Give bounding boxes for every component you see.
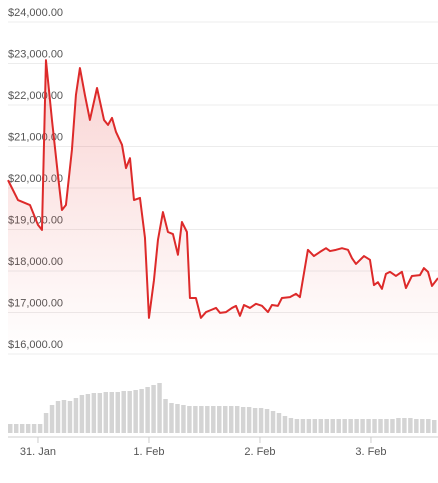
- y-tick-label: $24,000.00: [8, 7, 63, 19]
- price-line: [7, 59, 438, 319]
- volume-bar: [187, 406, 192, 433]
- volume-bar: [25, 424, 31, 433]
- volume-bar: [396, 418, 401, 433]
- volume-bar: [402, 418, 407, 433]
- volume-bar: [169, 403, 174, 433]
- volume-bar: [414, 419, 419, 433]
- volume-bar: [426, 419, 431, 433]
- volume-bar: [133, 390, 138, 433]
- volume-bar: [37, 424, 43, 433]
- volume-bar: [276, 413, 282, 433]
- volume-bar: [55, 401, 61, 433]
- volume-bar: [217, 406, 222, 433]
- volume-bar: [282, 416, 288, 433]
- volume-bar: [354, 419, 359, 433]
- volume-bar: [378, 419, 383, 433]
- volume-bar: [312, 419, 318, 433]
- volume-bar: [91, 393, 97, 433]
- volume-bar: [199, 406, 204, 433]
- volume-bar: [258, 408, 264, 433]
- volume-bar: [288, 418, 294, 433]
- area-fill: [8, 60, 438, 355]
- volume-bar: [61, 400, 67, 433]
- volume-bar: [97, 393, 103, 433]
- volume-bar: [73, 398, 79, 433]
- volume-bar: [145, 387, 150, 433]
- volume-bar: [151, 385, 156, 433]
- volume-bar: [318, 419, 324, 433]
- volume-bar: [360, 419, 365, 433]
- volume-bar: [228, 406, 234, 433]
- volume-bar: [157, 383, 162, 433]
- volume-bar: [342, 419, 347, 433]
- volume-bar: [127, 391, 132, 433]
- volume-bar: [109, 392, 114, 433]
- volume-bar: [211, 406, 216, 433]
- volume-bar: [252, 408, 258, 433]
- volume-bar: [205, 406, 210, 433]
- volume-bar: [181, 405, 186, 433]
- x-tick-label: 3. Feb: [355, 446, 386, 458]
- volume-bar: [348, 419, 353, 433]
- volume-bar: [330, 419, 335, 433]
- volume-bar: [372, 419, 377, 433]
- volume-bar: [223, 406, 228, 433]
- y-tick-label: $22,000.00: [8, 90, 63, 102]
- volume-bar: [79, 395, 85, 433]
- volume-bar: [294, 419, 300, 433]
- volume-bar: [300, 419, 306, 433]
- volume-bar: [115, 392, 120, 433]
- volume-bar: [139, 389, 144, 433]
- x-tick-label: 2. Feb: [244, 446, 275, 458]
- volume-bar: [336, 419, 341, 433]
- volume-bar: [324, 419, 329, 433]
- volume-bar: [31, 424, 37, 433]
- volume-bar: [67, 401, 73, 433]
- volume-bar: [43, 413, 49, 433]
- volume-bar: [246, 407, 252, 433]
- volume-bar: [234, 406, 240, 433]
- volume-bar: [193, 406, 198, 433]
- volume-bar: [103, 392, 109, 433]
- volume-bar: [390, 419, 395, 433]
- volume-bar: [240, 407, 246, 433]
- volume-bar: [19, 424, 25, 433]
- volume-bar: [306, 419, 312, 433]
- volume-bar: [13, 424, 19, 433]
- y-tick-label: $23,000.00: [8, 49, 63, 61]
- volume-bar: [49, 405, 55, 433]
- volume-bar: [366, 419, 371, 433]
- volume-bar: [384, 419, 389, 433]
- volume-bar: [8, 424, 13, 433]
- volume-bar: [121, 391, 126, 433]
- volume-bar: [264, 409, 270, 433]
- volume-bar: [175, 404, 180, 433]
- x-tick-label: 31. Jan: [20, 446, 56, 458]
- volume-bar: [408, 418, 413, 433]
- volume-bar: [85, 394, 91, 433]
- volume-bar: [163, 399, 168, 433]
- volume-bar: [420, 419, 425, 433]
- volume-bar: [270, 411, 276, 433]
- volume-bar: [432, 420, 437, 433]
- x-tick-label: 1. Feb: [133, 446, 164, 458]
